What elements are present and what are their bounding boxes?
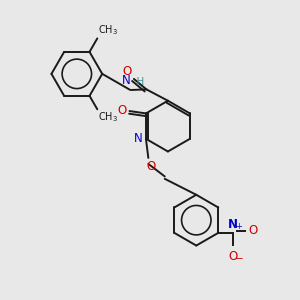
Text: O: O	[229, 250, 238, 262]
Text: −: −	[235, 254, 244, 264]
Text: CH$_3$: CH$_3$	[98, 23, 118, 37]
Text: N: N	[134, 132, 142, 145]
Text: O: O	[122, 65, 131, 78]
Text: O: O	[118, 104, 127, 117]
Text: O: O	[147, 160, 156, 173]
Text: N: N	[228, 218, 238, 231]
Text: H: H	[130, 77, 145, 87]
Text: O: O	[249, 224, 258, 237]
Text: CH$_3$: CH$_3$	[98, 110, 118, 124]
Text: N: N	[122, 74, 130, 87]
Text: +: +	[235, 222, 242, 231]
